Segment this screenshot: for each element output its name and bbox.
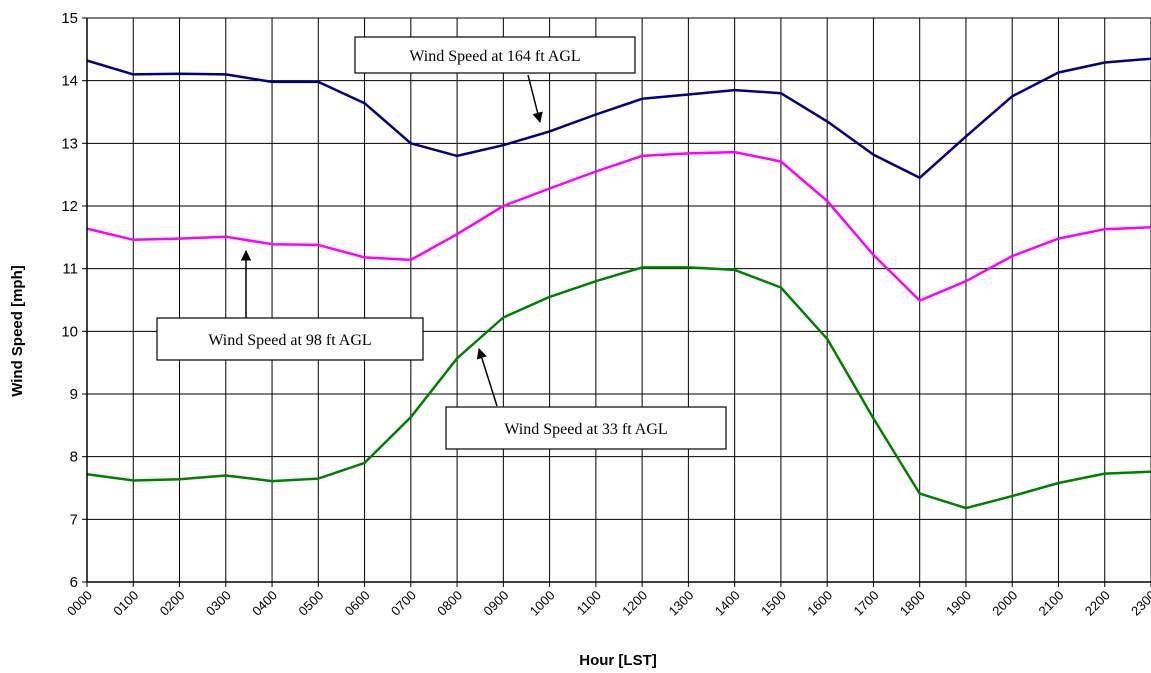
y-tick-label: 10 [61, 323, 78, 340]
y-tick-label: 9 [70, 386, 78, 403]
annotation-box [445, 406, 727, 450]
annotation-arrow [476, 347, 498, 407]
y-tick-label: 12 [61, 198, 78, 215]
x-axis-title: Hour [LST] [579, 652, 656, 669]
y-tick-label: 6 [70, 574, 78, 591]
annotation-label: Wind Speed at 33 ft AGL [504, 421, 667, 438]
y-tick-label: 14 [61, 73, 78, 90]
annotations: Wind Speed at 164 ft AGL Wind Speed at 98… [156, 36, 727, 450]
y-axis-title: Wind Speed [mph] [9, 265, 26, 397]
series-lines [86, 57, 1151, 510]
y-tick-label: 13 [61, 135, 78, 152]
annotation-box [354, 36, 636, 74]
y-tick-label: 7 [70, 511, 78, 528]
series-line-0 [86, 57, 1151, 180]
annotation-label: Wind Speed at 98 ft AGL [208, 332, 371, 349]
annotation-arrow [527, 74, 543, 124]
y-tick-label: 8 [70, 449, 78, 466]
annotation-label: Wind Speed at 164 ft AGL [409, 48, 580, 65]
annotation-box [156, 317, 424, 361]
y-tick-label: 11 [62, 261, 78, 278]
series-line-2 [86, 266, 1151, 510]
y-tick-label: 15 [61, 10, 78, 27]
series-line-1 [86, 150, 1151, 302]
